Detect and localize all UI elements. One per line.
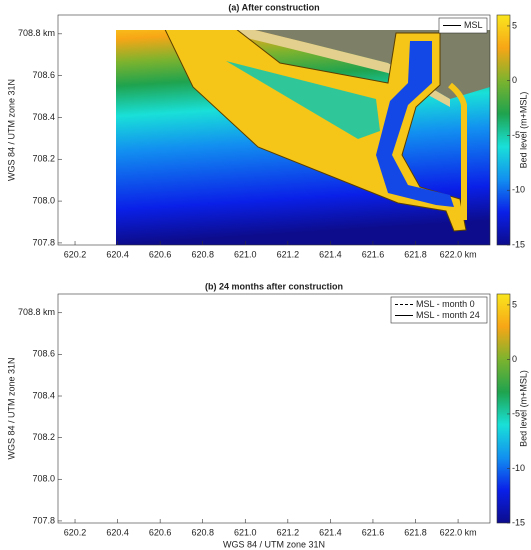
panel-title: (a) After construction: [228, 2, 319, 12]
y-tick-label: 708.8 km: [18, 28, 55, 38]
x-tick-label: 621.0: [234, 249, 257, 259]
legend-box: [390, 296, 488, 324]
colorbar-tick-label: -15: [512, 239, 525, 249]
colorbar: [496, 293, 511, 524]
groin: [448, 82, 467, 220]
x-tick-label: 620.8: [191, 527, 214, 537]
legend-label: MSL - month 24: [416, 310, 480, 320]
x-tick-label: 620.4: [106, 249, 129, 259]
panel-title: (b) 24 months after construction: [205, 281, 343, 291]
x-tick-label: 620.2: [64, 527, 87, 537]
breakwater: [158, 294, 466, 509]
y-tick-label: 708.0: [32, 195, 55, 205]
x-tick-label: 620.2: [64, 249, 87, 259]
x-tick-label: 620.6: [149, 527, 172, 537]
y-tick-label: 708.8 km: [18, 307, 55, 317]
x-tick-label: 621.0: [234, 527, 257, 537]
x-tick-label: 621.2: [277, 249, 300, 259]
x-tick-label: 621.8: [404, 249, 427, 259]
y-tick-label: 708.2: [32, 432, 55, 442]
plot-frame: [57, 14, 491, 246]
legend-label: MSL: [464, 20, 483, 30]
x-tick-label: 620.4: [106, 527, 129, 537]
x-tick-label: 622.0 km: [440, 249, 477, 259]
y-tick-label: 707.8: [32, 237, 55, 247]
colorbar-tick-label: 5: [512, 20, 517, 30]
y-tick-label: 708.0: [32, 474, 55, 484]
colorbar-tick-label: 0: [512, 354, 517, 364]
x-tick-label: 621.8: [404, 527, 427, 537]
map: [58, 294, 490, 523]
harbour-basin: [376, 320, 454, 485]
shoreline-0: [58, 306, 468, 493]
x-tick-label: 620.8: [191, 249, 214, 259]
y-tick-label: 708.4: [32, 390, 55, 400]
colorbar-tick-label: -5: [512, 130, 520, 140]
y-tick-label: 708.6: [32, 349, 55, 359]
x-tick-label: 622.0 km: [440, 527, 477, 537]
lagoon: [226, 61, 380, 139]
colorbar-tick-label: -15: [512, 517, 525, 527]
x-axis-label: WGS 84 / UTM zone 31N: [223, 539, 325, 549]
sea: [58, 294, 490, 523]
colorbar-label: Bed level (m+MSL): [518, 92, 528, 169]
lagoon: [226, 340, 380, 418]
x-tick-label: 621.6: [362, 527, 385, 537]
y-tick-label: 708.2: [32, 154, 55, 164]
legend-label: MSL - month 0: [416, 299, 475, 309]
x-tick-label: 621.2: [277, 527, 300, 537]
x-tick-label: 621.6: [362, 249, 385, 259]
colorbar-tick-label: -5: [512, 408, 520, 418]
map: [116, 30, 490, 245]
harbour-basin: [376, 41, 454, 207]
y-tick-label: 708.4: [32, 112, 55, 122]
plot-frame: [57, 293, 491, 524]
colorbar-tick-label: 0: [512, 75, 517, 85]
y-axis-label: WGS 84 / UTM zone 31N: [6, 79, 16, 181]
groin: [450, 364, 464, 498]
shoreline-24: [58, 304, 378, 404]
colorbar-tick-label: 5: [512, 299, 517, 309]
x-tick-label: 621.4: [319, 249, 342, 259]
colorbar-label: Bed level (m+MSL): [518, 370, 528, 447]
y-tick-label: 708.6: [32, 70, 55, 80]
colorbar-tick-label: -10: [512, 463, 525, 473]
x-tick-label: 620.6: [149, 249, 172, 259]
colorbar-tick-label: -10: [512, 185, 525, 195]
x-tick-label: 621.4: [319, 527, 342, 537]
colorbar: [496, 14, 511, 246]
legend-box: [438, 17, 488, 34]
y-axis-label: WGS 84 / UTM zone 31N: [6, 357, 16, 459]
y-tick-label: 707.8: [32, 515, 55, 525]
